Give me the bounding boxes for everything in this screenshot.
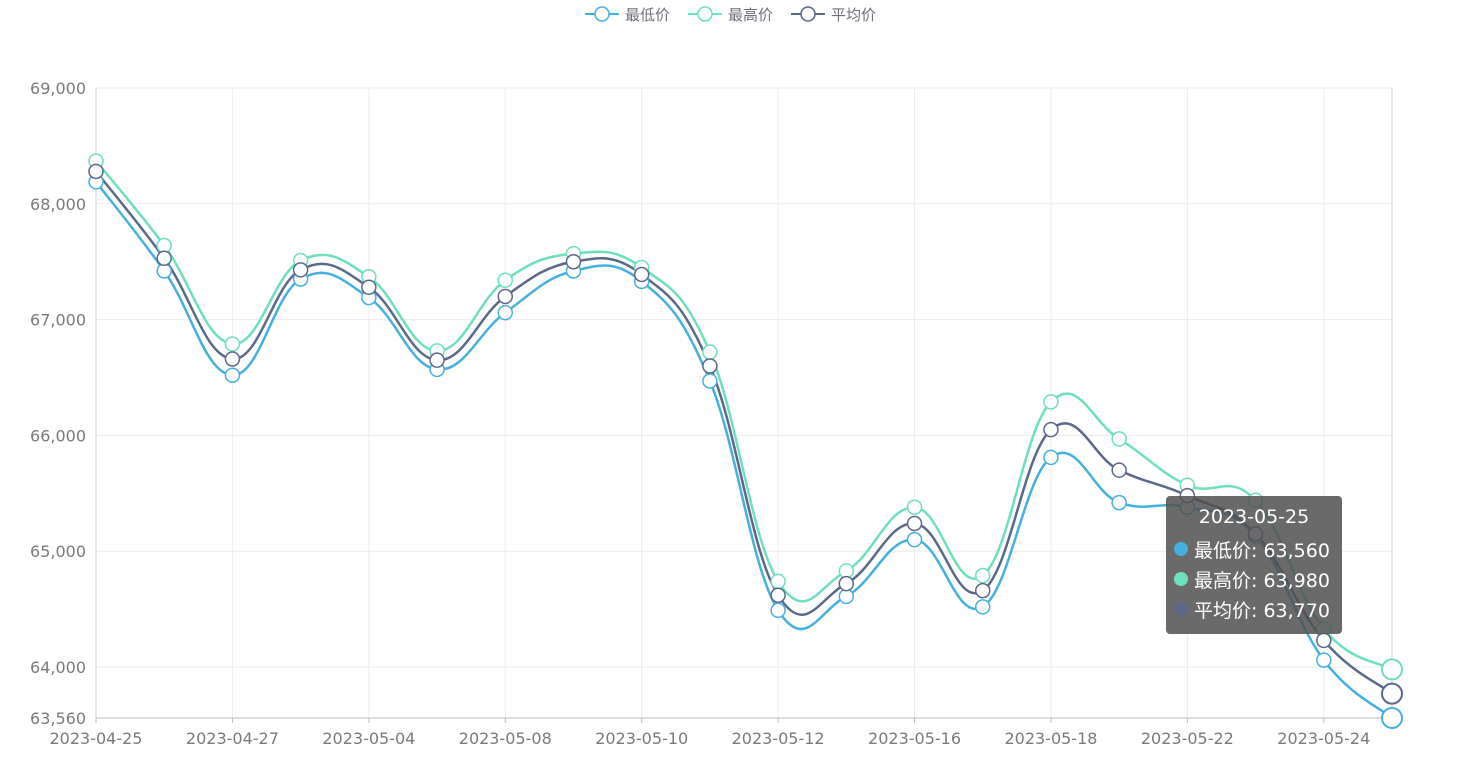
data-point-min — [1043, 449, 1059, 466]
tooltip-row-min: 最低价: 63,560 — [1174, 534, 1334, 564]
data-point-avg — [224, 351, 241, 367]
x-tick-label: 2023-05-22 — [1141, 729, 1234, 748]
tooltip-row-avg: 平均价: 63,770 — [1174, 594, 1334, 624]
tooltip-title: 2023-05-25 — [1198, 506, 1310, 528]
legend-label-max: 最高价 — [727, 5, 773, 24]
legend-max-icon — [687, 6, 722, 22]
x-tick-label: 2023-05-08 — [459, 729, 552, 748]
data-point-max — [1043, 394, 1059, 410]
tooltip-avg-text: 平均价: 63,770 — [1194, 599, 1330, 622]
data-point-avg — [88, 163, 104, 180]
x-tick-label: 2023-05-12 — [732, 729, 825, 748]
x-tick-label: 2023-05-16 — [868, 729, 961, 748]
tooltip-max-text: 最高价: 63,980 — [1194, 569, 1330, 592]
data-point-avg — [1111, 462, 1127, 478]
data-point-max — [906, 499, 923, 515]
y-tick-label: 63,560 — [30, 709, 86, 728]
data-point-min — [224, 367, 241, 383]
data-point-max — [838, 563, 855, 579]
tooltip-row-max: 最高价: 63,980 — [1174, 564, 1334, 594]
data-point-avg — [770, 587, 786, 603]
x-tick-label: 2023-04-27 — [186, 729, 279, 748]
data-point-min — [906, 531, 923, 548]
y-tick-label: 65,000 — [30, 542, 86, 561]
data-point-avg — [361, 279, 377, 295]
legend-item-avg[interactable]: 平均价 — [791, 4, 876, 25]
data-point-min — [838, 588, 855, 605]
legend-min-icon — [584, 6, 619, 22]
legend-label-min: 最低价 — [624, 5, 670, 24]
data-point-avg — [1043, 421, 1059, 438]
data-point-max — [974, 567, 991, 584]
data-point-avg — [974, 582, 991, 599]
data-point-min — [156, 263, 172, 279]
data-point-min — [770, 602, 786, 619]
tooltip-min-dot-icon — [1174, 542, 1188, 556]
data-point-min — [1316, 652, 1332, 668]
data-point-avg — [1316, 632, 1332, 649]
tooltip-max-dot-icon — [1174, 572, 1188, 586]
data-point-avg — [838, 575, 855, 592]
x-tick-label: 2023-05-04 — [322, 729, 415, 748]
legend-avg-icon — [791, 6, 825, 22]
data-point-min — [1381, 707, 1403, 729]
data-point-min — [497, 304, 514, 321]
data-point-avg — [156, 250, 172, 266]
data-point-max — [1381, 658, 1403, 681]
data-point-min — [974, 599, 991, 615]
data-point-max — [1111, 431, 1127, 447]
chart-tooltip: 2023-05-25 最低价: 63,560 最高价: 63,980 平均价: … — [1166, 496, 1342, 634]
x-tick-label: 2023-05-10 — [595, 729, 688, 748]
data-point-min — [702, 373, 718, 389]
data-point-max — [702, 344, 718, 360]
legend-item-min[interactable]: 最低价 — [584, 4, 670, 25]
legend: 最低价 最高价 平均价 — [0, 2, 1461, 26]
data-point-avg — [906, 515, 923, 532]
x-tick-label: 2023-05-18 — [1004, 729, 1097, 748]
series-line-min — [95, 181, 1393, 719]
legend-label-avg: 平均价 — [831, 5, 877, 24]
x-tick-label: 2023-04-25 — [50, 729, 143, 748]
tooltip-min-text: 最低价: 63,560 — [1194, 539, 1330, 562]
y-tick-label: 67,000 — [30, 311, 86, 330]
data-point-max — [770, 573, 786, 590]
y-tick-label: 69,000 — [30, 79, 86, 98]
data-point-avg — [429, 352, 445, 368]
legend-item-max[interactable]: 最高价 — [687, 4, 773, 25]
data-point-avg — [497, 288, 514, 305]
tooltip-avg-dot-icon — [1174, 602, 1188, 616]
data-point-max — [497, 272, 514, 288]
x-tick-label: 2023-05-24 — [1277, 729, 1370, 748]
data-point-max — [224, 336, 241, 352]
data-point-avg — [702, 358, 718, 374]
data-point-avg — [292, 262, 309, 278]
data-point-avg — [1381, 682, 1403, 705]
y-tick-label: 66,000 — [30, 426, 86, 445]
data-point-min — [1111, 494, 1127, 511]
y-tick-label: 68,000 — [30, 195, 86, 214]
data-point-avg — [633, 266, 650, 283]
data-point-max — [156, 237, 172, 254]
data-point-avg — [565, 253, 582, 270]
y-tick-label: 64,000 — [30, 658, 86, 677]
